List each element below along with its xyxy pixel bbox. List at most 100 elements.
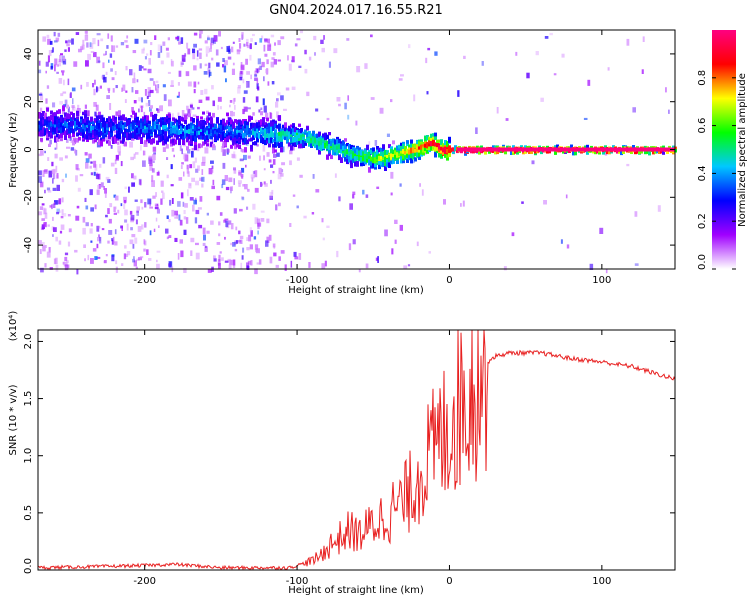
spectrogram-ridge-cell [266, 133, 269, 138]
spectrogram-noise-cell [124, 209, 128, 216]
spectrogram-ridge-cell [380, 152, 383, 156]
spectrogram-ridge-cell [298, 132, 301, 139]
spectrogram-ridge-cell [108, 141, 111, 146]
spectrogram-ridge-cell [78, 129, 81, 134]
spectrogram-noise-cell [256, 262, 260, 265]
spectrogram-noise-cell [134, 237, 138, 244]
spectrogram-noise-cell [276, 98, 279, 102]
spectrogram-noise-cell [641, 69, 644, 74]
spectrogram-noise-cell [206, 230, 210, 234]
spectrogram-noise-cell [240, 148, 243, 152]
spectrogram-ridge-cell [44, 130, 47, 136]
spectrogram-noise-cell [152, 154, 156, 161]
spectrogram-ridge-cell [328, 132, 331, 136]
spectrogram-noise-cell [158, 225, 160, 228]
spectrogram-noise-cell [88, 153, 92, 159]
spectrogram-ridge-cell [420, 139, 423, 144]
spectrogram-ridge-cell [358, 156, 361, 161]
spectrogram-noise-cell [64, 99, 68, 107]
spectrogram-noise-cell [312, 174, 315, 179]
spectrogram-noise-cell [207, 67, 209, 75]
spectrogram-ridge-cell [158, 130, 161, 135]
spectrogram-noise-cell [171, 209, 175, 217]
spectrogram-ridge-cell [98, 131, 101, 138]
spectrogram-noise-cell [99, 85, 102, 89]
spectrogram-ridge-cell [408, 152, 411, 158]
spectrogram-ridge-cell [106, 119, 109, 125]
spectrogram-noise-cell [42, 170, 45, 177]
spectrogram-noise-cell [115, 111, 119, 116]
spectrogram-ridge-cell [620, 150, 623, 156]
spectrogram-noise-cell [111, 238, 114, 242]
spectrogram-ridge-cell [72, 132, 75, 138]
spectrogram-ridge-cell [154, 113, 157, 120]
spectrogram-noise-cell [161, 190, 164, 193]
spectrogram-noise-cell [93, 102, 97, 107]
spectrogram-ridge-cell [170, 143, 173, 147]
spectrogram-noise-cell [103, 260, 107, 264]
spectrogram-ridge-cell [200, 123, 203, 130]
spectrogram-ridge-cell [82, 111, 85, 116]
spectrogram-ridge-cell [206, 110, 209, 114]
spectrogram-noise-cell [82, 39, 85, 46]
spectrogram-ridge-cell [422, 150, 425, 156]
spectrogram-ridge-cell [58, 123, 61, 129]
spectrogram-noise-cell [108, 89, 110, 93]
spectrogram-noise-cell [95, 173, 100, 180]
spectrogram-noise-cell [249, 54, 252, 61]
spectrogram-noise-cell [132, 258, 135, 263]
spectrogram-noise-cell [46, 187, 51, 191]
spectrogram-noise-cell [112, 45, 116, 52]
spectrogram-ridge-cell [418, 141, 421, 147]
spectrogram-ridge-cell [280, 128, 283, 133]
spectrogram-noise-cell [60, 215, 64, 219]
spectrogram-ridge-cell [326, 140, 329, 146]
spectrogram-noise-cell [92, 83, 95, 88]
spectrogram-noise-cell [334, 173, 337, 178]
spectrogram-ridge-cell [448, 153, 451, 157]
spectrogram-ridge-cell [88, 120, 91, 124]
spectrogram-noise-cell [668, 109, 670, 114]
spectrogram-ridge-cell [290, 124, 293, 128]
spectrogram-noise-cell [186, 105, 189, 111]
snr-x-tick-label: -200 [133, 576, 156, 587]
spectrogram-noise-cell [280, 173, 284, 177]
spectrogram-noise-cell [54, 147, 57, 150]
spectrogram-noise-cell [187, 81, 192, 87]
spectrogram-noise-cell [148, 258, 152, 261]
spectrogram-noise-cell [124, 200, 127, 204]
spectrogram-noise-cell [141, 48, 145, 54]
spectrogram-ridge-cell [326, 144, 329, 150]
spectrogram-noise-cell [245, 142, 249, 146]
spectrogram-ridge-cell [444, 143, 447, 148]
spectrogram-ridge-cell [234, 128, 237, 134]
spectrogram-ridge-cell [404, 146, 407, 151]
spectrogram-ridge-cell [288, 133, 291, 138]
spectrogram-noise-cell [607, 67, 610, 71]
spectrogram-ridge-cell [90, 132, 93, 138]
spectrogram-ridge-cell [314, 142, 317, 148]
spectrogram-ridge-cell [170, 127, 173, 134]
spectrogram-ridge-cell [376, 146, 379, 150]
spectrogram-ridge-cell [284, 122, 287, 128]
spectrogram-noise-cell [182, 201, 185, 207]
spectrogram-ridge-cell [116, 131, 119, 137]
spectrogram-noise-cell [181, 110, 185, 117]
spectrogram-ridge-cell [332, 143, 335, 148]
spectrogram-ridge-cell [134, 129, 137, 136]
spectrogram-noise-cell [85, 222, 89, 227]
spectrogram-noise-cell [264, 38, 268, 43]
spectrogram-noise-cell [96, 189, 100, 195]
spectrogram-ridge-cell [60, 119, 63, 125]
spectrogram-ridge-cell [188, 126, 191, 130]
colorbar-tick-label: 0.8 [697, 70, 708, 86]
spectrogram-noise-cell [256, 142, 259, 147]
spectrogram-ridge-cell [290, 145, 293, 151]
spectrogram-noise-cell [223, 219, 227, 223]
spectrogram-noise-cell [72, 106, 74, 110]
spectrogram-noise-cell [98, 184, 101, 189]
spectrogram-noise-cell [274, 42, 276, 46]
spectrogram-ridge-cell [82, 128, 85, 134]
spectrogram-noise-cell [168, 261, 172, 268]
spectrogram-ridge-cell [150, 111, 153, 117]
